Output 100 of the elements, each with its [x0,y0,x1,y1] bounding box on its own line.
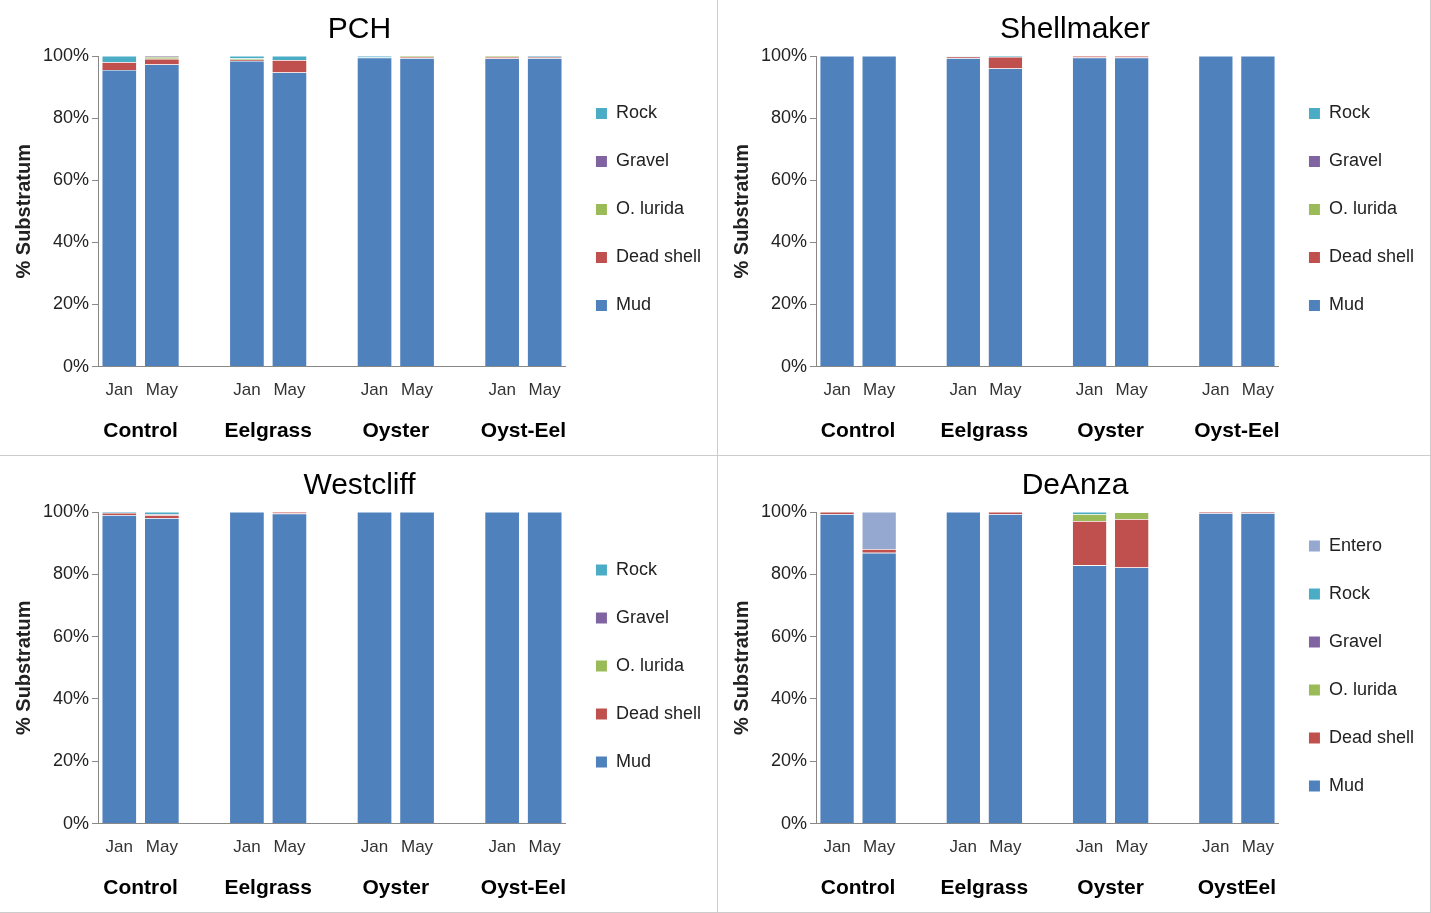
y-tick-label: 60% [771,169,808,190]
text: Oyster [362,418,430,442]
legend-label: Entero [1328,534,1382,555]
legend-label: Rock [615,558,658,579]
x-tick-label: Jan [823,837,851,857]
y-tick-label: 0% [781,355,808,376]
x-tick-label: Jan [1075,380,1104,400]
legend-label: Mud [1328,774,1364,795]
x-tick-label: Jan [949,380,978,400]
x-tick-label: May [273,380,307,400]
legend-label: O. lurida [1328,678,1398,699]
legend-label: Rock [615,102,658,123]
chart-title: PCH [327,11,392,45]
x-tick-label: May [989,380,1022,400]
x-tick-label: Jan [1202,837,1230,857]
legend-label: Rock [1328,102,1371,123]
text: Control [820,418,896,442]
legend-label: O. lurida [1328,198,1398,219]
x-tick-label: Jan [1202,380,1230,400]
text: Oyster [362,875,430,899]
legend-label: O. lurida [615,198,685,219]
y-tick-label: 40% [771,687,808,708]
chart-title: DeAnza [1021,467,1129,501]
x-tick-label: May [401,380,434,400]
legend-label: O. lurida [615,654,685,675]
legend-label: Dead shell [1328,726,1415,747]
x-tick-label: May [1241,380,1275,400]
y-tick-label: 100% [42,500,90,521]
y-tick-label: 100% [760,500,808,521]
x-tick-label: May [145,380,179,400]
text: Control [820,875,896,899]
y-tick-label: 60% [771,625,808,646]
y-tick-label: 20% [53,750,90,771]
legend-label: Mud [1328,294,1364,315]
y-tick-label: 40% [53,687,90,708]
y-tick-label: 60% [53,625,90,646]
text: Eelgrass [940,418,1029,442]
x-tick-label: May [145,837,179,857]
x-tick-label: May [273,837,307,857]
chart-title: Westcliff [303,467,417,501]
x-tick-label: Jan [823,380,851,400]
legend-label: Gravel [615,606,669,627]
y-axis-title: % Substratum [729,600,752,736]
x-tick-label: May [528,380,562,400]
x-tick-label: Jan [233,380,261,400]
x-tick-label: Jan [949,837,978,857]
y-tick-label: 20% [771,750,808,771]
y-tick-label: 0% [63,355,90,376]
x-tick-label: May [863,380,896,400]
legend-label: Gravel [1328,630,1382,651]
x-tick-label: May [1115,380,1149,400]
legend-label: Mud [615,750,651,771]
y-tick-label: 80% [53,563,90,584]
x-tick-label: Jan [488,380,516,400]
legend-label: Gravel [615,150,669,171]
x-tick-label: Jan [105,837,134,857]
y-tick-label: 20% [771,293,808,314]
text: Oyst-Eel [480,418,567,442]
text: Control [103,418,178,442]
y-tick-label: 40% [53,231,90,252]
x-tick-label: May [401,837,434,857]
y-tick-label: 80% [771,563,808,584]
legend-label: Dead shell [615,246,702,267]
y-tick-label: 60% [53,169,90,190]
y-tick-label: 80% [771,107,808,128]
text: Oyster [1077,875,1144,899]
x-tick-label: May [528,837,562,857]
x-tick-label: Jan [360,380,389,400]
x-tick-label: Jan [105,380,134,400]
y-tick-label: 0% [63,812,90,833]
text: OystEel [1197,875,1276,899]
chart-title: Shellmaker [999,11,1151,45]
text: Eelgrass [224,875,312,899]
x-tick-label: May [863,837,896,857]
text: Eelgrass [940,875,1029,899]
legend-label: Dead shell [1328,246,1415,267]
text: Eelgrass [224,418,312,442]
x-tick-label: Jan [233,837,261,857]
y-tick-label: 100% [760,44,808,65]
x-tick-label: May [1241,837,1275,857]
x-tick-label: Jan [360,837,389,857]
text: Oyster [1077,418,1144,442]
y-tick-label: 80% [53,107,90,128]
legend-label: Gravel [1328,150,1382,171]
x-tick-label: May [1115,837,1149,857]
legend-label: Dead shell [615,702,702,723]
x-tick-label: May [989,837,1022,857]
y-tick-label: 100% [42,44,90,65]
text: Oyst-Eel [480,875,567,899]
y-tick-label: 40% [771,231,808,252]
legend-label: Rock [1328,582,1371,603]
text: Oyst-Eel [1194,418,1280,442]
x-tick-label: Jan [488,837,516,857]
text: Control [103,875,178,899]
y-axis-title: % Substratum [11,600,34,736]
y-tick-label: 20% [53,293,90,314]
y-tick-label: 0% [781,812,808,833]
y-axis-title: % Substratum [11,144,34,279]
y-axis-title: % Substratum [729,144,752,279]
x-tick-label: Jan [1075,837,1104,857]
